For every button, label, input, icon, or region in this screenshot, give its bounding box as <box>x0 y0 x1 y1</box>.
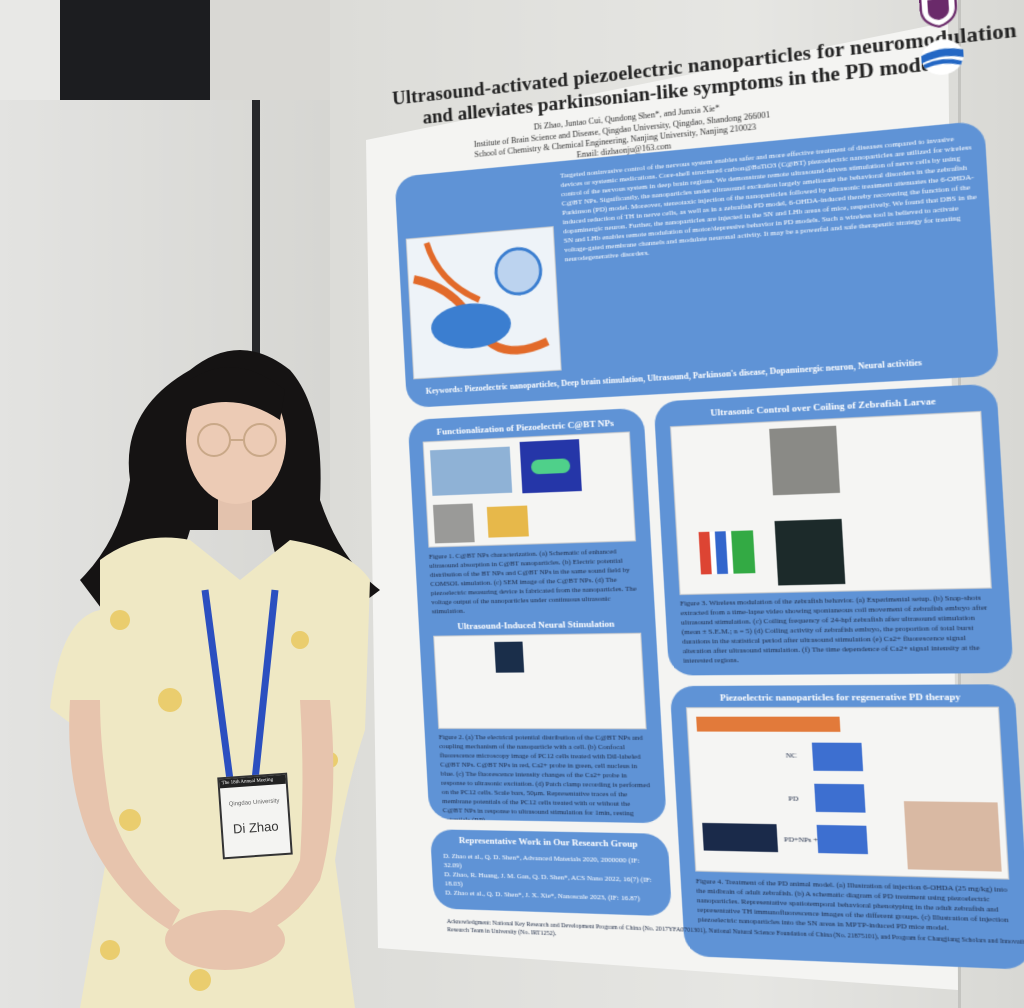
pole <box>252 100 260 360</box>
glasses-icon <box>197 423 277 457</box>
left-arm <box>69 700 180 930</box>
right-arm <box>235 700 334 940</box>
name-badge: The 18th Annual Meeting Qingdao Universi… <box>217 772 293 860</box>
badge-name: Di Zhao <box>232 818 280 837</box>
poster: Ultrasound-activated piezoelectric nanop… <box>382 0 1024 981</box>
hands <box>165 910 285 970</box>
badge-org: Qingdao University <box>228 798 280 808</box>
bangs <box>190 367 285 420</box>
badge-header: The 18th Annual Meeting <box>219 774 286 789</box>
abstract-panel: Targeted noninvasive control of the nerv… <box>394 120 1000 409</box>
schematic-figure <box>406 226 562 380</box>
lanyard <box>201 589 279 781</box>
